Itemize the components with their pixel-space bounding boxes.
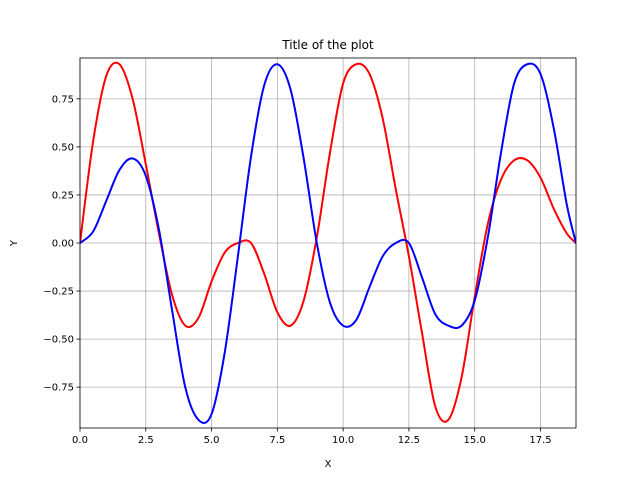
x-tick-label: 7.5 bbox=[269, 435, 285, 446]
y-tick-label: 0.25 bbox=[52, 190, 74, 201]
x-axis-label: X bbox=[325, 459, 332, 470]
y-tick-label: 0.50 bbox=[52, 142, 74, 153]
y-tick-label: −0.75 bbox=[43, 383, 74, 394]
y-tick-label: −0.50 bbox=[43, 335, 74, 346]
x-tick-label: 0.0 bbox=[72, 435, 88, 446]
x-tick-label: 5.0 bbox=[204, 435, 220, 446]
y-tick-label: −0.25 bbox=[43, 287, 74, 298]
x-tick-label: 12.5 bbox=[398, 435, 420, 446]
x-tick-label: 15.0 bbox=[464, 435, 486, 446]
y-tick-label: 0.75 bbox=[52, 94, 74, 105]
series-line-2 bbox=[80, 62, 576, 424]
y-axis-label: Y bbox=[9, 239, 20, 247]
x-axis: 0.0 2.5 5.0 7.5 10.0 12.5 15.0 17.5 bbox=[72, 428, 552, 446]
x-tick-label: 17.5 bbox=[529, 435, 551, 446]
x-tick-label: 2.5 bbox=[138, 435, 154, 446]
y-tick-label: 0.00 bbox=[52, 239, 74, 250]
chart-title: Title of the plot bbox=[281, 38, 374, 52]
y-axis: −0.75 −0.50 −0.25 0.00 0.25 0.50 0.75 bbox=[43, 94, 80, 394]
series-layer bbox=[80, 61, 576, 424]
x-tick-label: 10.0 bbox=[332, 435, 354, 446]
